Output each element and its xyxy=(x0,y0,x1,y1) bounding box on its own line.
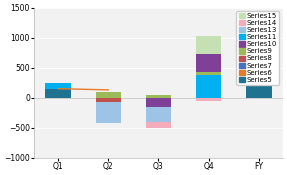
Bar xyxy=(96,103,121,124)
Legend: Series15, Series14, Series13, Series11, Series10, Series9, Series8, Series7, Ser: Series15, Series14, Series13, Series11, … xyxy=(236,11,279,85)
Bar xyxy=(45,83,71,89)
Bar xyxy=(196,98,221,101)
Bar xyxy=(196,36,221,54)
Bar xyxy=(146,95,171,98)
Bar xyxy=(96,98,121,103)
Bar xyxy=(146,122,171,128)
Bar xyxy=(247,80,272,98)
Bar xyxy=(96,92,121,98)
Bar xyxy=(146,98,171,107)
Bar xyxy=(247,60,272,80)
Bar xyxy=(196,75,221,98)
Bar xyxy=(45,89,71,98)
Bar xyxy=(196,54,221,72)
Bar xyxy=(196,72,221,75)
Bar xyxy=(146,107,171,122)
